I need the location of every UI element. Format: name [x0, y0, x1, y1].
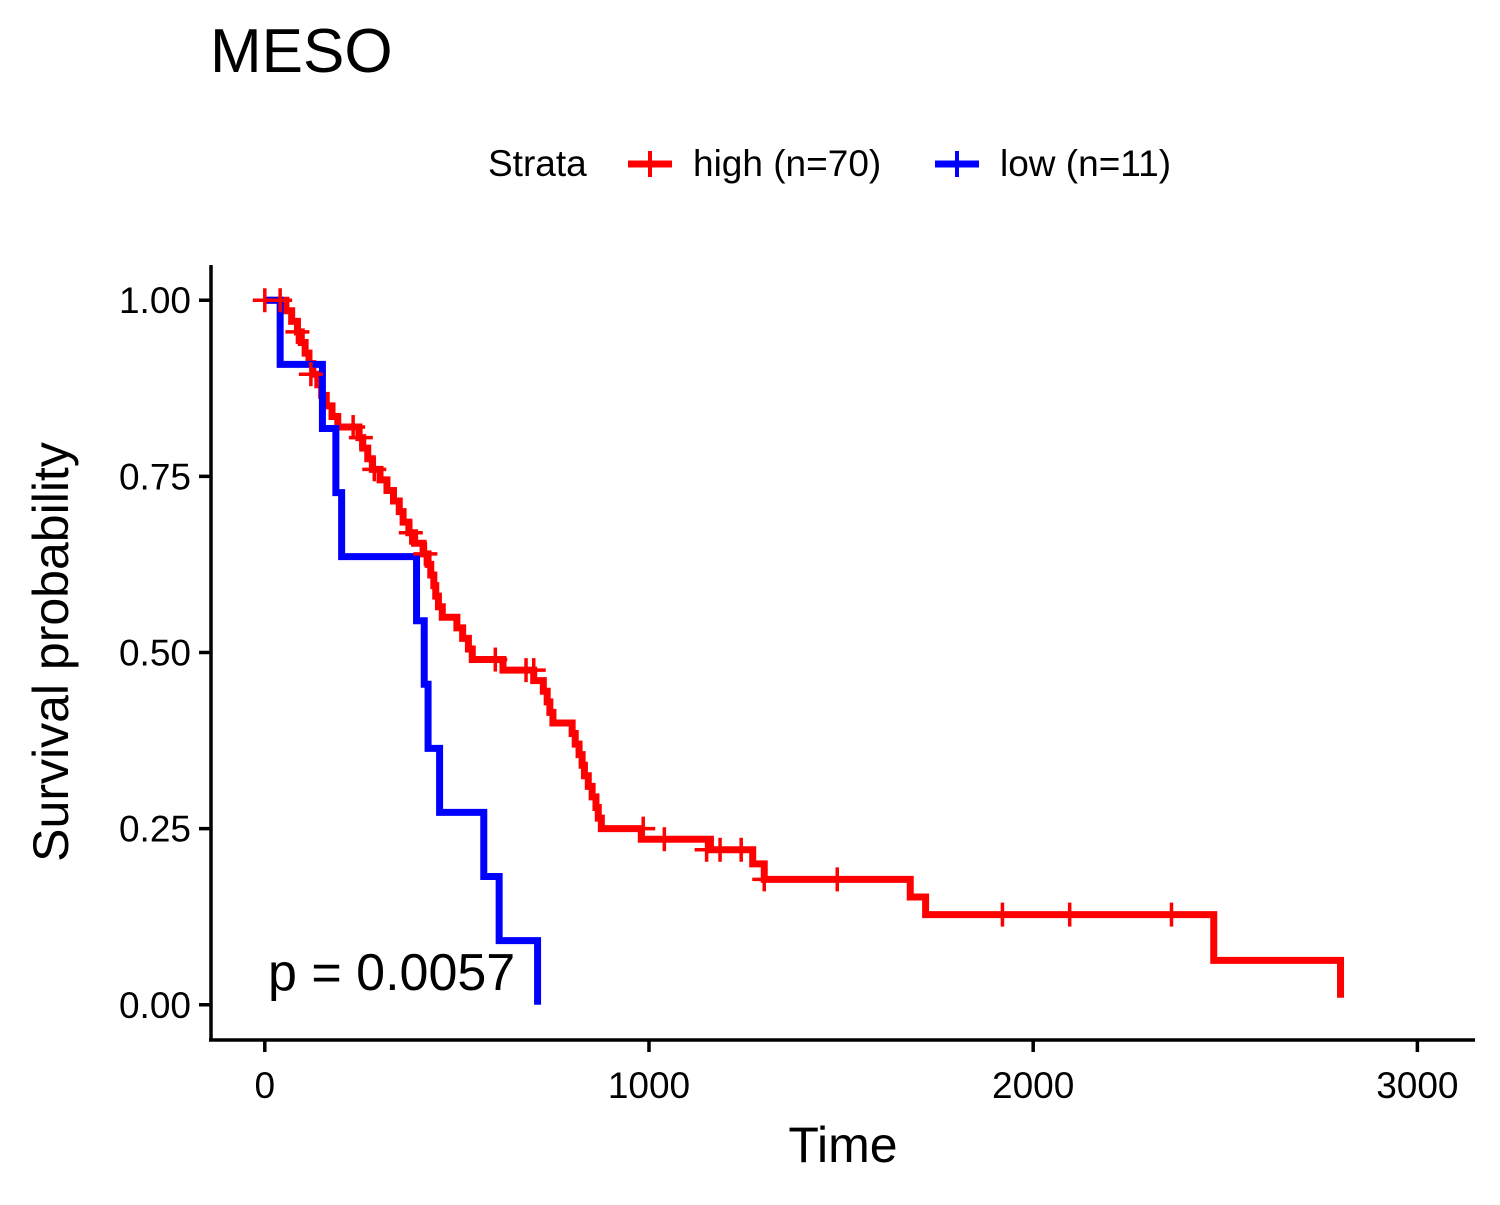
censor-mark	[990, 902, 1015, 927]
censor-mark	[729, 837, 754, 862]
censor-mark	[398, 520, 423, 545]
censor-mark	[631, 816, 656, 841]
survival-curve-low	[264, 296, 542, 1005]
censor-mark	[362, 457, 387, 482]
censor-mark	[413, 541, 438, 566]
censor-mark	[1057, 902, 1082, 927]
censor-mark	[652, 827, 677, 852]
legend: Strata high (n=70) low (n=11)	[488, 143, 1171, 184]
censor-mark	[825, 867, 850, 892]
legend-label: high (n=70)	[693, 143, 881, 184]
censor-mark	[285, 319, 310, 344]
legend-entry: high (n=70)	[628, 143, 881, 184]
y-tick-label: 0.50	[119, 633, 191, 674]
y-tick-label: 0.75	[119, 456, 191, 497]
x-tick-label: 0	[254, 1065, 275, 1106]
survival-curve-high	[264, 296, 1345, 998]
censor-mark	[708, 837, 733, 862]
axes: 0 1000 2000 3000 0.00 0.25 0.50 0.75 1.00	[119, 265, 1475, 1106]
x-tick-label: 1000	[608, 1065, 690, 1106]
p-value-annotation: p = 0.0057	[268, 944, 515, 1002]
censor-mark	[483, 647, 508, 672]
legend-label: low (n=11)	[1000, 143, 1171, 184]
y-tick-label: 0.25	[119, 809, 191, 850]
y-axis-label: Survival probability	[23, 442, 79, 862]
legend-title: Strata	[488, 143, 587, 184]
censor-mark	[1159, 902, 1184, 927]
x-tick-label: 3000	[1376, 1065, 1458, 1106]
censor-mark	[521, 658, 546, 683]
x-axis-label: Time	[788, 1117, 897, 1173]
censor-mark	[752, 867, 777, 892]
censor-mark	[348, 425, 373, 450]
censor-mark	[268, 288, 293, 313]
y-tick-label: 1.00	[119, 280, 191, 321]
chart-title: MESO	[210, 17, 393, 86]
y-tick-label: 0.00	[119, 985, 191, 1026]
x-tick-label: 2000	[992, 1065, 1074, 1106]
legend-entry: low (n=11)	[935, 143, 1171, 184]
plot-area	[252, 288, 1345, 1005]
censor-mark	[298, 362, 323, 387]
